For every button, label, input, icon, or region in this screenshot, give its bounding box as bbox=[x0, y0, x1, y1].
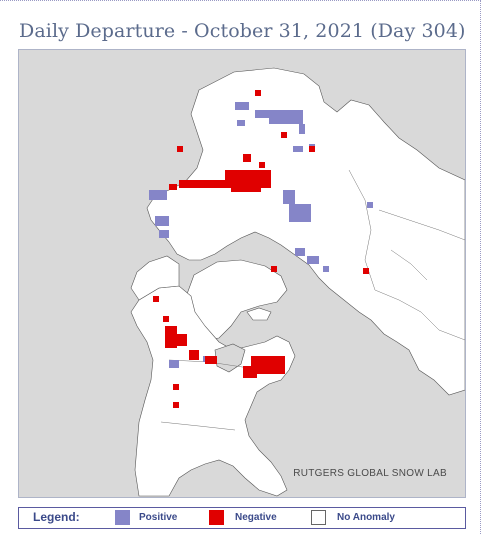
positive-label: Positive bbox=[139, 512, 178, 523]
alaska-land bbox=[130, 255, 180, 301]
legend: Legend: Positive Negative No Anomaly bbox=[18, 507, 466, 529]
positive-swatch bbox=[115, 510, 130, 525]
map-canvas bbox=[130, 67, 465, 497]
iceland-land bbox=[246, 307, 272, 321]
negative-swatch bbox=[209, 510, 224, 525]
legend-title: Legend: bbox=[33, 510, 80, 524]
negative-label: Negative bbox=[235, 512, 277, 523]
no-anomaly-swatch bbox=[311, 510, 326, 525]
snow-departure-map: RUTGERS GLOBAL SNOW LAB bbox=[18, 49, 466, 498]
map-credit: RUTGERS GLOBAL SNOW LAB bbox=[293, 468, 447, 479]
negative-anomaly-cells bbox=[153, 90, 369, 408]
hudson-bay bbox=[214, 343, 246, 373]
eurasia-land bbox=[146, 67, 465, 396]
page-title: Daily Departure - October 31, 2021 (Day … bbox=[19, 20, 466, 42]
no-anomaly-label: No Anomaly bbox=[337, 512, 395, 523]
